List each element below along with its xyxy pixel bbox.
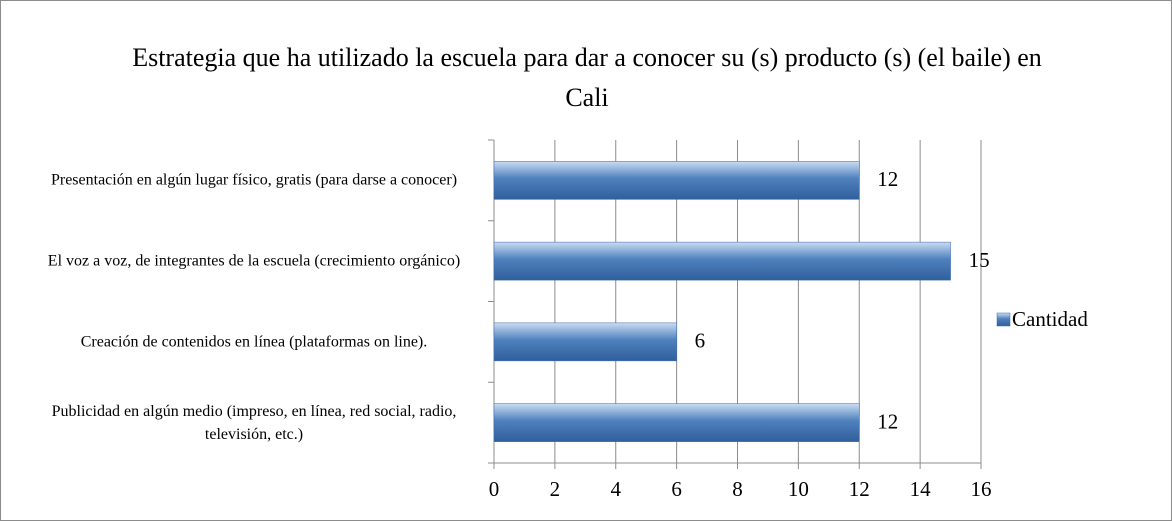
data-label: 15: [969, 248, 990, 272]
x-tick-label: 12: [849, 477, 870, 501]
bar: [493, 161, 860, 200]
bar: [493, 241, 951, 281]
x-tick-label: 10: [788, 477, 809, 501]
chart-title: Estrategia que ha utilizado la escuela p…: [132, 43, 1042, 112]
x-tick-label: 16: [971, 477, 992, 501]
y-tick-label: Creación de contenidos en línea (platafo…: [80, 333, 428, 351]
data-label: 12: [877, 409, 898, 433]
x-tick-label: 2: [550, 477, 561, 501]
x-tick-label: 6: [671, 477, 682, 501]
legend-label: Cantidad: [1012, 307, 1088, 331]
data-label: 12: [877, 167, 898, 191]
legend-swatch: [996, 312, 1011, 327]
x-tick-label: 8: [732, 477, 743, 501]
bar: [493, 403, 860, 442]
x-tick-label: 4: [611, 477, 622, 501]
y-tick-label: Publicidad en algún medio (impreso, en l…: [51, 402, 457, 443]
x-tick-label: 0: [489, 477, 500, 501]
y-tick-label: El voz a voz, de integrantes de la escue…: [47, 252, 461, 270]
x-tick-label: 14: [910, 477, 932, 501]
data-label: 6: [695, 329, 706, 353]
bar: [493, 322, 677, 362]
y-tick-label: Presentación en algún lugar físico, grat…: [50, 171, 458, 189]
